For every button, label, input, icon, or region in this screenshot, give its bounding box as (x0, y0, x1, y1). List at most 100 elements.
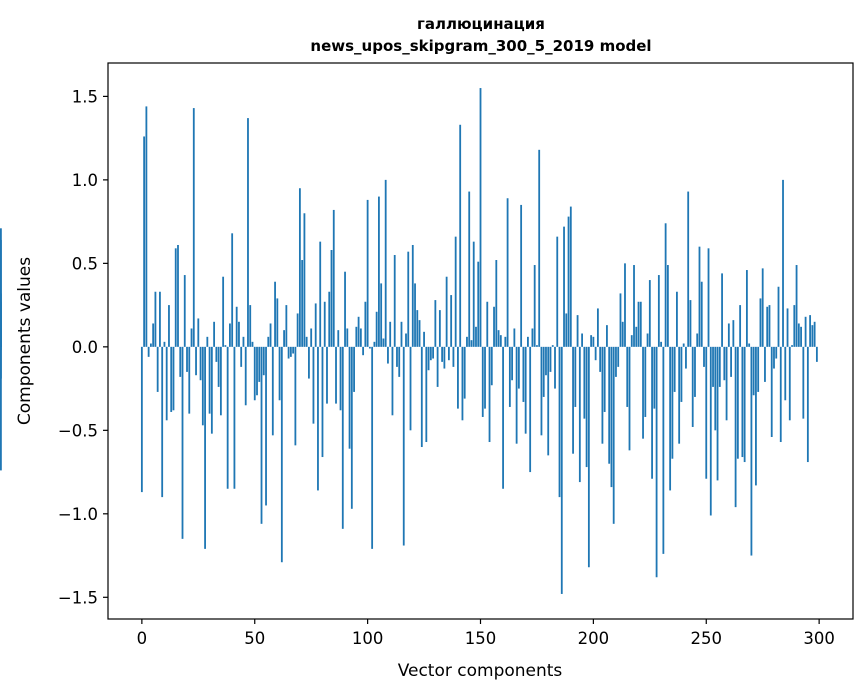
bar-component-84 (330, 250, 333, 347)
bar-component-164 (511, 346, 514, 381)
bar-component-125 (423, 331, 425, 347)
y-tick-label: −1.5 (58, 588, 98, 607)
bar-component-239 (680, 346, 683, 402)
bar-component-95 (355, 326, 358, 347)
bar-component-291 (797, 323, 800, 347)
bar-component-136 (447, 346, 450, 361)
bar-component-78 (317, 346, 319, 491)
bar-component-115 (400, 321, 403, 347)
bar-component-177 (540, 346, 543, 436)
bar-component-160 (502, 346, 504, 489)
x-tick-label: 150 (465, 629, 497, 648)
bar-component-255 (716, 346, 719, 481)
bar-component-295 (806, 346, 809, 463)
bar-component-212 (619, 293, 622, 347)
bar-component-undefined (0, 239, 2, 347)
bar-component-292 (800, 326, 802, 347)
bar-component-73 (305, 336, 308, 347)
bar-component-undefined (0, 301, 2, 347)
bar-component-56 (267, 336, 270, 347)
bar-component-285 (784, 346, 787, 401)
bar-component-107 (382, 338, 385, 347)
bar-component-182 (551, 345, 554, 347)
bar-component-34 (217, 346, 220, 387)
bar-component-199 (590, 335, 593, 347)
bar-component-245 (694, 346, 696, 397)
bar-component-41 (233, 346, 236, 489)
bar-component-159 (499, 335, 502, 347)
bar-component-268 (745, 270, 748, 347)
bar-component-231 (662, 346, 665, 554)
bar-component-170 (524, 346, 527, 434)
bar-component-61 (278, 346, 281, 401)
y-tick-label: 1.5 (72, 87, 98, 106)
bar-component-168 (520, 204, 523, 347)
bar-component-99 (364, 301, 367, 347)
y-axis-label: Components values (15, 257, 35, 425)
bar-component-22 (190, 328, 193, 347)
bar-component-32 (213, 321, 216, 347)
bar-component-195 (581, 333, 583, 347)
bar-component-26 (199, 346, 202, 381)
bar-component-152 (484, 346, 486, 409)
bar-component-206 (606, 325, 608, 347)
bar-component-7 (156, 346, 159, 392)
bar-component-undefined (0, 328, 2, 347)
bar-component-275 (761, 268, 764, 347)
bar-component-131 (436, 346, 439, 387)
bar-component-148 (475, 326, 477, 347)
bar-component-237 (676, 291, 678, 347)
bar-component-173 (531, 328, 534, 347)
bar-component-208 (610, 346, 613, 488)
bar-component-259 (725, 346, 728, 421)
bar-component-116 (402, 346, 405, 546)
bar-component-252 (709, 346, 712, 516)
bar-component-251 (707, 248, 710, 347)
bar-component-4 (149, 343, 152, 347)
bar-component-145 (468, 191, 471, 347)
bar-component-46 (244, 346, 247, 406)
bar-component-6 (154, 291, 157, 347)
bar-component-48 (249, 305, 252, 347)
bar-component-86 (335, 346, 337, 404)
bar-component-25 (197, 318, 200, 347)
bar-component-64 (285, 305, 288, 347)
bar-component-261 (730, 346, 732, 377)
bar-component-119 (409, 346, 412, 431)
bar-component-81 (323, 301, 326, 347)
bar-component-88 (339, 346, 342, 411)
bar-component-188 (565, 313, 568, 347)
bar-component-183 (554, 346, 556, 389)
bar-component-203 (599, 346, 602, 372)
bar-component-43 (238, 321, 240, 347)
bar-component-17 (179, 346, 182, 377)
bar-component-120 (411, 244, 414, 347)
bar-component-74 (308, 346, 310, 379)
bar-component-68 (294, 346, 297, 446)
bar-component-140 (457, 346, 459, 409)
bar-component-151 (481, 346, 484, 417)
bar-component-101 (368, 346, 371, 349)
bar-component-132 (438, 310, 441, 347)
bar-component-253 (712, 346, 714, 387)
bar-component-143 (463, 346, 466, 399)
bar-component-122 (416, 310, 419, 347)
bar-component-126 (425, 346, 428, 443)
bar-component-103 (373, 341, 376, 347)
bar-component-47 (247, 118, 249, 347)
bar-component-3 (147, 346, 150, 357)
bar-component-283 (779, 346, 782, 443)
bar-component-247 (698, 246, 701, 347)
bar-component-243 (689, 300, 692, 347)
bar-component-110 (389, 321, 392, 347)
bar-component-55 (265, 346, 267, 506)
bar-component-258 (723, 346, 726, 381)
bar-component-269 (748, 343, 751, 347)
bar-component-50 (253, 346, 256, 401)
bar-component-11 (165, 346, 168, 421)
bar-component-114 (398, 346, 401, 377)
bar-component-220 (637, 301, 640, 347)
bar-component-33 (215, 346, 218, 362)
bar-component-92 (348, 346, 351, 449)
bar-component-228 (655, 346, 658, 578)
